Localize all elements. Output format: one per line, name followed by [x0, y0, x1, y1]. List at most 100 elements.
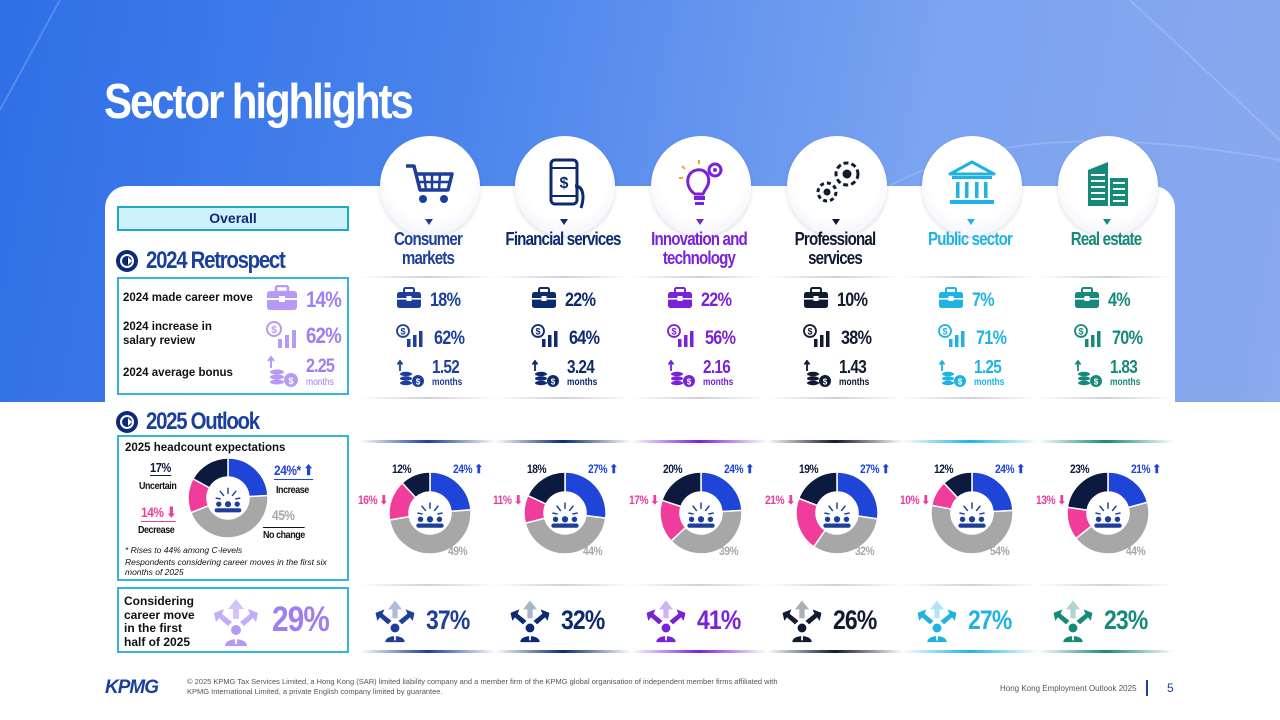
- sector-name: Financial services: [505, 229, 621, 249]
- arrow-up-icon: ⬆: [879, 462, 891, 476]
- headcount-box: [117, 435, 349, 581]
- triangle-down-icon: [1103, 219, 1111, 225]
- nochange-value: 44%: [583, 544, 603, 558]
- donut-slice-uncertain: [797, 471, 838, 507]
- separator: [631, 397, 767, 399]
- arrow-down-icon: ⬇: [919, 493, 931, 507]
- donut-slice-uncertain: [526, 471, 566, 506]
- overall-uncertain-value: 17%: [150, 460, 171, 476]
- sector-name: Innovation and technology: [651, 229, 748, 268]
- svg-text:$: $: [958, 378, 963, 387]
- uncertain-value: 18%: [527, 462, 547, 476]
- nochange-value-group: 49%: [448, 544, 468, 558]
- coins-up-icon: $: [396, 359, 426, 393]
- uncertain-value-group: 12%: [392, 462, 412, 476]
- headcount-donut: [930, 471, 1014, 555]
- triangle-down-icon: [967, 219, 975, 225]
- overall-increase-label: Increase: [276, 484, 309, 496]
- separator: [902, 276, 1038, 278]
- triangle-down-icon: [560, 219, 568, 225]
- salary-value: 71%: [976, 327, 1007, 349]
- svg-text:$: $: [400, 327, 405, 337]
- coins-up-icon: $: [938, 359, 968, 393]
- arrow-down-icon: ⬇: [1055, 493, 1067, 507]
- decrease-value-group: 17% ⬇: [629, 493, 659, 507]
- career-paths-icon: [779, 597, 825, 648]
- decrease-value: 11%: [493, 493, 512, 507]
- headcount-donut: [1066, 471, 1150, 555]
- career-paths-icon: [1050, 597, 1096, 648]
- stat-row: 22%: [667, 287, 737, 314]
- overall-career-move-value: 14%: [306, 287, 342, 312]
- donut-slice-uncertain: [942, 471, 973, 499]
- career-paths-icon: [214, 599, 258, 646]
- bonus-unit: months: [432, 376, 463, 388]
- donut-slice-nochange: [189, 494, 269, 539]
- separator: [902, 440, 1038, 443]
- arrow-up-icon: ⬆: [1014, 462, 1026, 476]
- separator: [495, 440, 631, 443]
- considering-value: 37%: [426, 605, 470, 635]
- increase-value: 24%: [453, 462, 473, 476]
- decrease-value-group: 16% ⬇: [358, 493, 388, 507]
- salary-chart-icon: $: [803, 324, 833, 353]
- uncertain-value: 12%: [392, 462, 412, 476]
- nochange-value-group: 39%: [719, 544, 739, 558]
- arrow-up-icon: ⬆: [300, 462, 314, 478]
- separator: [902, 397, 1038, 399]
- bonus-value: 1.43: [839, 357, 867, 377]
- nochange-value: 39%: [719, 544, 739, 558]
- increase-value-group: 24% ⬆: [724, 462, 754, 476]
- sector-name: Consumer markets: [393, 229, 463, 268]
- donut-slice-nochange: [1074, 501, 1150, 555]
- arrow-up-icon: ⬆: [1150, 462, 1162, 476]
- triangle-down-icon: [425, 219, 433, 225]
- bonus-value: 1.52: [432, 357, 460, 377]
- bonus-value: 3.24: [567, 357, 595, 377]
- uncertain-value-group: 12%: [934, 462, 954, 476]
- separator: [1038, 397, 1174, 399]
- bonus-value: 2.16: [703, 357, 731, 377]
- donut-slice-increase: [971, 471, 1014, 513]
- briefcase-icon: [531, 287, 557, 314]
- stat-row: 7%: [938, 287, 998, 314]
- team-icon: [416, 502, 444, 528]
- decrease-value: 10%: [900, 493, 920, 507]
- nochange-value: 49%: [448, 544, 468, 558]
- stat-row: $64%: [531, 324, 605, 353]
- svg-text:$: $: [271, 325, 277, 336]
- decrease-value-group: 11% ⬇: [493, 493, 523, 507]
- footer-divider: [1146, 680, 1148, 696]
- overall-nochange-value: 45%: [272, 507, 295, 523]
- donut-slice-uncertain: [401, 471, 431, 499]
- coins-up-icon: $: [531, 359, 561, 393]
- increase-value: 27%: [860, 462, 880, 476]
- separator: [631, 276, 767, 278]
- decrease-value: 13%: [1036, 493, 1056, 507]
- footnote-respondents: Respondents considering career moves in …: [125, 557, 327, 577]
- stat-row: 22%: [531, 287, 601, 314]
- stat-row: $62%: [396, 324, 470, 353]
- salary-value: 62%: [434, 327, 465, 349]
- svg-text:$: $: [1094, 378, 1099, 387]
- decrease-value: 21%: [765, 493, 785, 507]
- bonus-unit: months: [703, 376, 734, 388]
- separator: [1038, 584, 1174, 586]
- separator: [495, 276, 631, 278]
- overall-bonus-value: 2.25: [306, 356, 335, 377]
- arrow-right-icon: [116, 411, 138, 433]
- overall-salary-value: 62%: [306, 323, 342, 348]
- separator: [360, 276, 496, 278]
- bonus-label: 2024 average bonus: [123, 367, 233, 379]
- uncertain-value-group: 20%: [663, 462, 683, 476]
- donut-slice-increase: [836, 471, 879, 520]
- increase-value-group: 27% ⬆: [860, 462, 890, 476]
- uncertain-value: 19%: [799, 462, 819, 476]
- increase-value: 27%: [588, 462, 608, 476]
- separator: [360, 440, 496, 443]
- salary-value: 38%: [841, 327, 872, 349]
- arrow-down-icon: ⬇: [511, 493, 523, 507]
- headcount-donut: [795, 471, 879, 555]
- career-move-value: 7%: [972, 289, 995, 311]
- salary-value: 70%: [1112, 327, 1143, 349]
